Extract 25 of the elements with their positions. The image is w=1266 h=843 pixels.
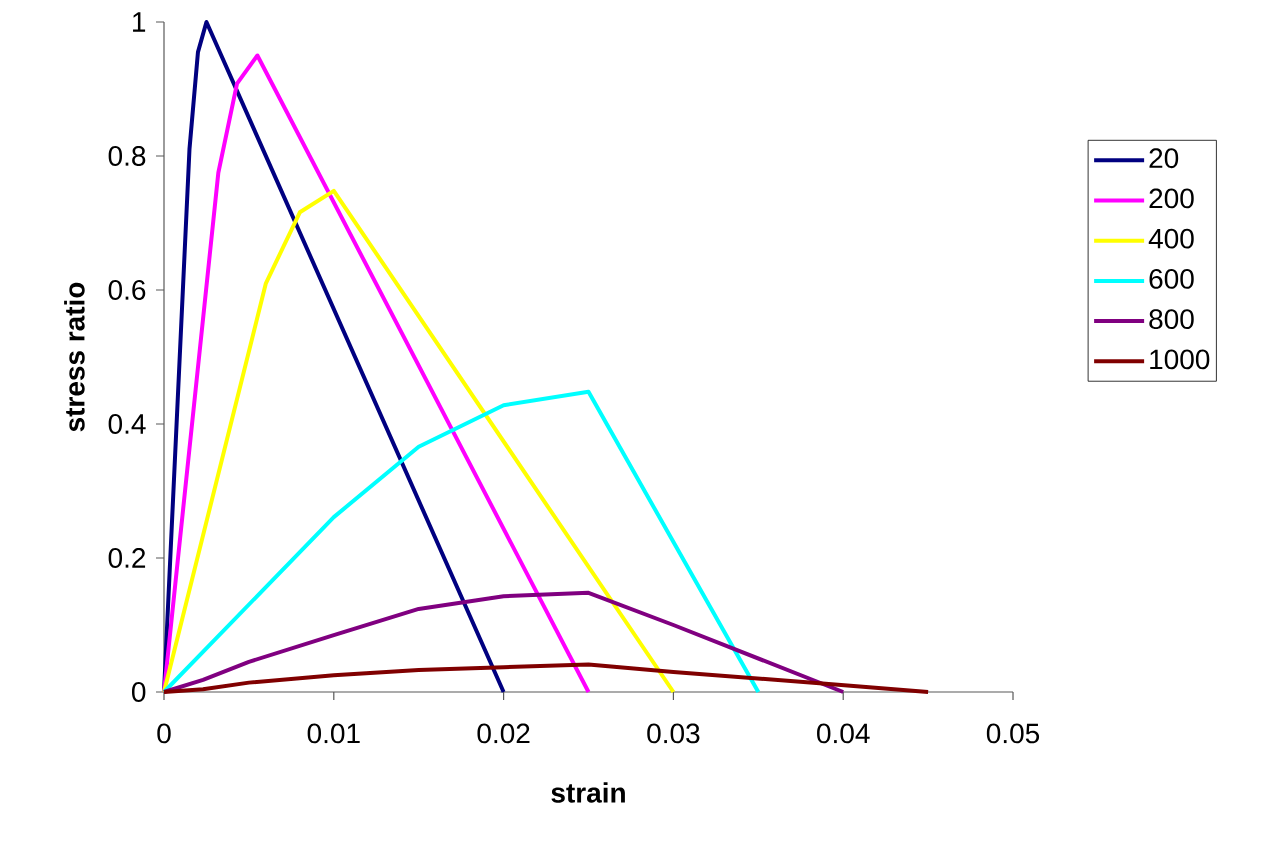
line-series	[162, 389, 761, 694]
x-tick-label: 0.04	[817, 723, 870, 744]
y-tick-label: 0.6	[108, 280, 146, 300]
line-series	[162, 53, 591, 694]
y-tick-label: 0.2	[108, 548, 146, 568]
legend-label: 400	[1148, 228, 1194, 249]
y-tick-label: 0	[131, 682, 146, 702]
x-tick-label: 0.02	[477, 723, 530, 744]
x-axis-title: strain	[551, 782, 625, 803]
y-axis-title: stress ratio	[64, 282, 85, 432]
line-series	[162, 590, 846, 694]
legend-label: 1000	[1150, 349, 1210, 370]
y-tick-label: 0.4	[108, 414, 146, 434]
y-tick-label: 0.8	[108, 146, 146, 166]
line-series	[162, 188, 676, 694]
legend-label: 20	[1149, 148, 1179, 169]
x-tick-label: 0.01	[307, 723, 360, 744]
legend-label: 600	[1149, 269, 1194, 289]
line-series	[162, 662, 931, 694]
legend-label: 200	[1149, 188, 1194, 209]
x-tick-label: 0.05	[986, 723, 1040, 744]
x-tick-label: 0	[157, 723, 171, 744]
legend-label: 800	[1149, 309, 1194, 330]
y-tick-label: 1	[133, 12, 146, 32]
x-tick-label: 0.03	[647, 723, 700, 744]
